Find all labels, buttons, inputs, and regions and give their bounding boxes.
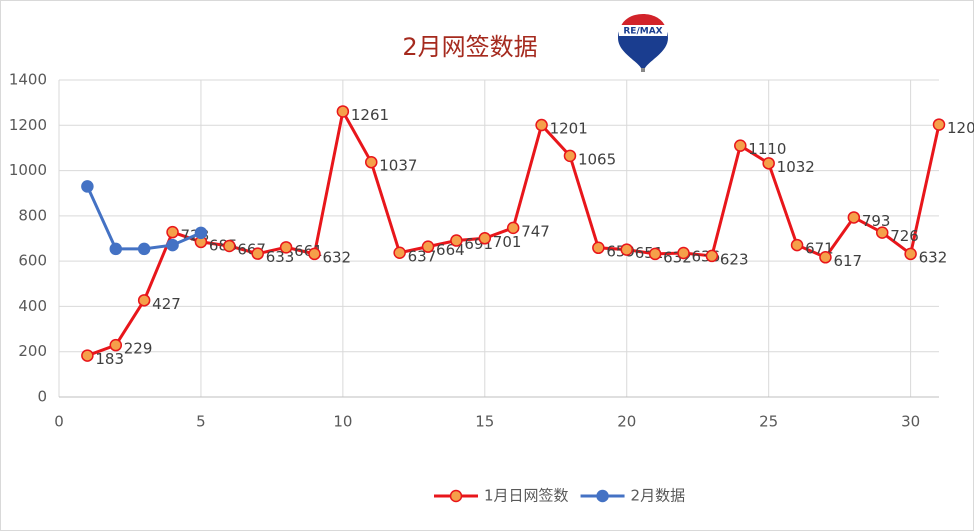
data-label: 1201: [550, 120, 588, 138]
data-label: 623: [720, 250, 749, 268]
point: [137, 294, 151, 307]
x-tick-label: 0: [54, 413, 64, 431]
point: [875, 226, 889, 239]
data-label: 1037: [379, 157, 417, 175]
y-tick-label: 400: [18, 297, 47, 315]
point: [137, 242, 151, 256]
point: [563, 149, 577, 163]
data-label: 701: [493, 233, 522, 251]
y-tick-label: 1400: [9, 71, 47, 89]
data-label: 1065: [578, 150, 616, 168]
point: [790, 238, 804, 252]
x-tick-label: 10: [333, 413, 352, 431]
data-label: 229: [124, 340, 153, 358]
point: [847, 211, 861, 224]
point: [279, 241, 293, 254]
point: [166, 238, 179, 252]
point: [109, 338, 123, 352]
point: [336, 105, 350, 118]
point: [734, 139, 747, 152]
point: [421, 240, 435, 253]
point: [223, 239, 236, 253]
data-label: 427: [152, 295, 181, 313]
data-label: 632: [322, 248, 351, 266]
point: [705, 249, 719, 263]
point: [308, 247, 321, 261]
data-label: 183: [95, 350, 124, 368]
legend-marker: [449, 489, 463, 503]
point: [592, 241, 605, 255]
point: [450, 234, 463, 247]
point: [932, 118, 946, 131]
y-tick-label: 1200: [9, 116, 47, 134]
point: [506, 221, 520, 235]
point: [251, 247, 264, 260]
point: [166, 225, 179, 239]
data-label: 1261: [351, 106, 389, 124]
data-label: 632: [919, 248, 948, 266]
logo-text: RE/MAX: [623, 27, 662, 37]
chart-title: 2月网签数据: [402, 33, 537, 61]
point: [677, 246, 690, 260]
point: [762, 157, 775, 170]
y-tick-label: 600: [18, 252, 47, 270]
data-label: 793: [862, 212, 891, 230]
point: [620, 243, 633, 256]
data-label: 1110: [748, 140, 786, 158]
point: [393, 246, 406, 260]
point: [365, 155, 378, 169]
point: [109, 242, 123, 256]
x-tick-label: 30: [901, 413, 920, 431]
x-tick-label: 25: [759, 413, 778, 431]
x-tick-label: 5: [196, 413, 206, 431]
y-tick-label: 800: [18, 206, 47, 224]
point: [194, 226, 208, 240]
x-tick-label: 20: [617, 413, 636, 431]
data-label: 1203: [947, 119, 974, 137]
x-tick-label: 15: [475, 413, 494, 431]
legend-label: 2月数据: [631, 487, 686, 505]
y-tick-label: 200: [18, 342, 47, 360]
data-label: 1032: [777, 158, 815, 176]
legend-label: 1月日网签数: [484, 487, 569, 505]
point: [81, 349, 94, 362]
point: [81, 180, 94, 193]
point: [478, 232, 492, 245]
legend-item: 2月数据: [580, 487, 686, 505]
y-tick-label: 1000: [9, 161, 47, 179]
data-label: 617: [833, 252, 862, 270]
data-label: 726: [890, 227, 919, 245]
point: [819, 251, 832, 264]
y-tick-label: 0: [37, 388, 47, 406]
legend-item: 1月日网签数: [434, 487, 569, 505]
data-label: 747: [521, 222, 550, 240]
legend-marker: [596, 489, 609, 503]
point: [904, 247, 917, 261]
logo: RE/MAX: [618, 14, 668, 72]
point: [648, 247, 662, 261]
point: [535, 118, 548, 132]
